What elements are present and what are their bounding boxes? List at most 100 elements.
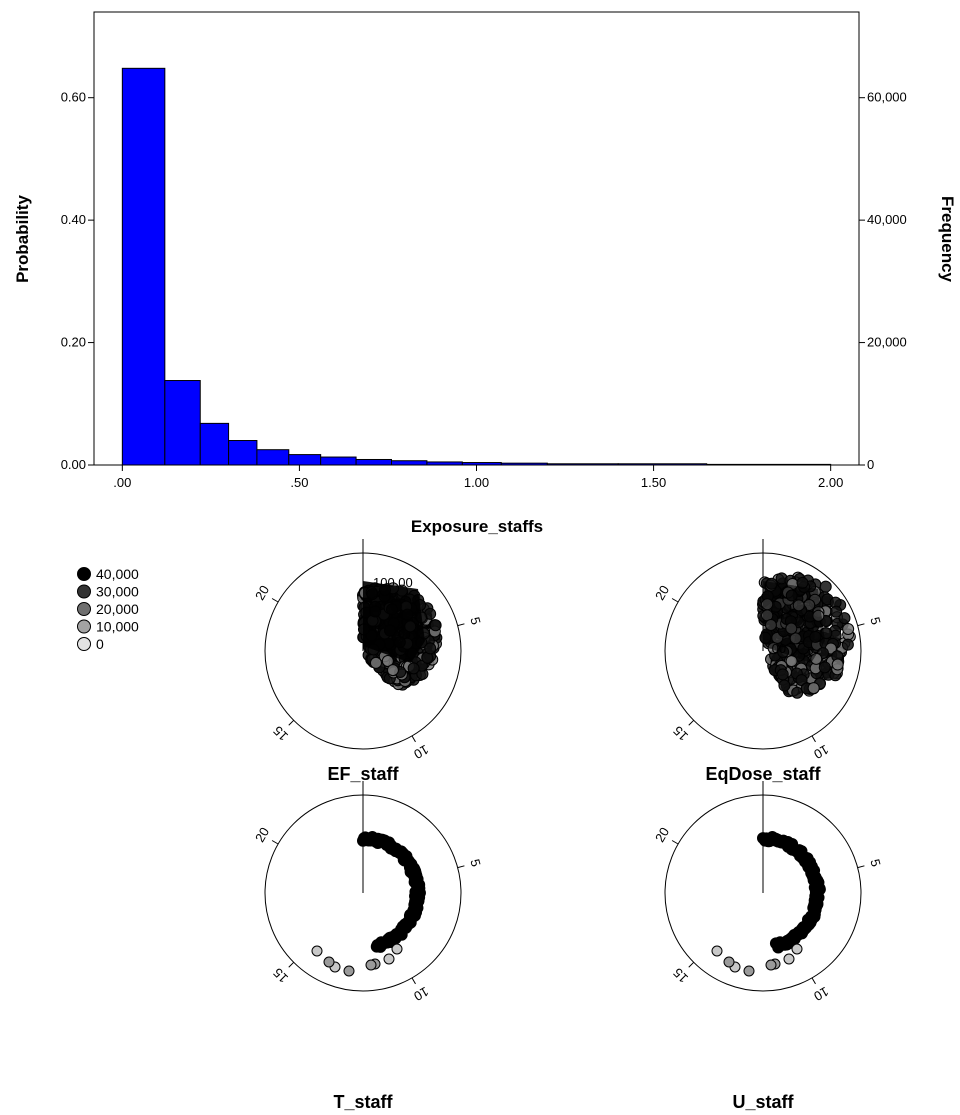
histogram-bar — [288, 454, 322, 466]
polar-radial-label: 100.00 — [373, 575, 413, 590]
polar-point — [807, 682, 820, 695]
polar-point — [311, 945, 323, 957]
histogram-bar — [164, 380, 201, 466]
histogram-bar — [546, 463, 619, 466]
polar-point — [343, 965, 355, 977]
legend-marker — [77, 602, 91, 616]
polar-panel: 20 5 15 10 U_staff — [652, 781, 884, 1112]
polar-tick-mark — [671, 840, 679, 845]
polar-point — [791, 943, 803, 955]
polar-tick-mark — [857, 623, 865, 627]
polar-point — [429, 619, 442, 632]
histogram-bar — [391, 460, 428, 466]
legend-label: 40,000 — [96, 566, 139, 582]
polar-tick-label: 15 — [270, 965, 291, 986]
x-tick-label: 2.00 — [818, 475, 843, 490]
polar-tick-mark — [457, 623, 465, 627]
y-axis-title: Probability — [13, 195, 32, 283]
polar-tick-label: 10 — [411, 742, 431, 762]
polar-tick-label: 20 — [252, 825, 272, 845]
y-tick-label: 0.60 — [61, 90, 86, 105]
histogram-plot-frame — [93, 11, 860, 466]
histogram-bar — [706, 463, 832, 466]
y2-tick-label: 0 — [867, 457, 874, 472]
polar-point — [711, 945, 723, 957]
x-axis-title: Exposure_staffs — [411, 517, 543, 536]
histogram-chart: 0.00 0.20 0.40 0.60 0 20,000 40,000 60,000 .00 .5… — [13, 11, 957, 536]
polar-tick-label: 15 — [270, 723, 291, 744]
polar-point — [842, 623, 855, 636]
histogram-bar — [256, 449, 290, 466]
polar-panel: 20 5 15 10 .00 EqDose_staff — [652, 539, 884, 784]
polar-panel: 20 5 15 10 T_staff — [252, 781, 484, 1112]
polar-point — [424, 642, 437, 655]
polar-point — [365, 959, 377, 971]
polar-tick-mark — [811, 735, 816, 743]
y-tick-label: 0.00 — [61, 457, 86, 472]
legend-label: 10,000 — [96, 619, 139, 635]
y-tick-label: 0.40 — [61, 212, 86, 227]
histogram-axes: 0.00 0.20 0.40 0.60 0 20,000 40,000 60,000 .00 .5… — [61, 90, 907, 490]
polar-tick-mark — [411, 977, 416, 985]
polar-point — [769, 937, 782, 950]
histogram-bar — [500, 462, 548, 466]
polar-tick-mark — [411, 735, 416, 743]
histogram-bar — [426, 461, 463, 466]
x-tick-label: .00 — [113, 475, 131, 490]
polar-point — [830, 605, 843, 618]
y2-tick-label: 20,000 — [867, 335, 907, 350]
y-tick-label: 0.20 — [61, 335, 86, 350]
polar-point-cluster — [363, 581, 425, 663]
polar-tick-label: 10 — [811, 742, 831, 762]
polar-panels: 20 5 15 10 100.00 EF_staff 20 5 15 10 .00 EqDose_st… — [252, 539, 884, 1112]
polar-tick-label: 5 — [467, 857, 483, 868]
polar-point — [723, 956, 735, 968]
histogram-bar — [617, 463, 708, 466]
polar-tick-mark — [857, 865, 865, 869]
polar-tick-label: 20 — [252, 583, 272, 603]
polar-panel-title: T_staff — [333, 1092, 393, 1112]
polar-point — [381, 654, 394, 667]
polar-panel-title: U_staff — [732, 1092, 794, 1112]
polar-tick-mark — [288, 961, 295, 968]
histogram-bar — [199, 422, 230, 466]
polar-point — [819, 580, 832, 593]
x-tick-label: 1.00 — [464, 475, 489, 490]
polar-tick-label: 5 — [867, 615, 883, 626]
polar-point — [783, 953, 795, 965]
polar-tick-label: 20 — [652, 583, 672, 603]
polar-tick-label: 15 — [670, 723, 691, 744]
polar-point — [386, 664, 399, 677]
polar-point — [391, 943, 403, 955]
polar-tick-mark — [271, 840, 279, 845]
polar-tick-mark — [457, 865, 465, 869]
legend-label: 20,000 — [96, 601, 139, 617]
polar-point — [776, 668, 789, 681]
polar-tick-mark — [671, 598, 679, 603]
polar-tick-label: 10 — [411, 984, 431, 1004]
polar-radial-label: .00 — [768, 641, 786, 656]
polar-tick-mark — [688, 719, 695, 726]
polar-panel: 20 5 15 10 100.00 EF_staff — [252, 539, 484, 784]
polar-tick-mark — [811, 977, 816, 985]
polar-tick-label: 5 — [867, 857, 883, 868]
polar-tick-label: 5 — [467, 615, 483, 626]
polar-panel-title: EqDose_staff — [705, 764, 821, 784]
histogram-bar — [355, 458, 393, 466]
histogram-bar — [228, 440, 258, 466]
polar-point — [383, 953, 395, 965]
polar-point — [831, 658, 844, 671]
polar-point-cluster — [763, 581, 825, 663]
polar-panel-title: EF_staff — [327, 764, 399, 784]
polar-tick-label: 10 — [811, 984, 831, 1004]
polar-points — [711, 831, 826, 977]
legend-marker — [77, 619, 91, 634]
polar-point — [743, 965, 755, 977]
legend-marker — [77, 584, 91, 599]
polar-point — [818, 661, 831, 674]
polar-point — [369, 656, 382, 669]
polar-tick-label: 15 — [670, 965, 691, 986]
polar-point — [841, 638, 854, 651]
histogram-bar — [320, 456, 357, 466]
